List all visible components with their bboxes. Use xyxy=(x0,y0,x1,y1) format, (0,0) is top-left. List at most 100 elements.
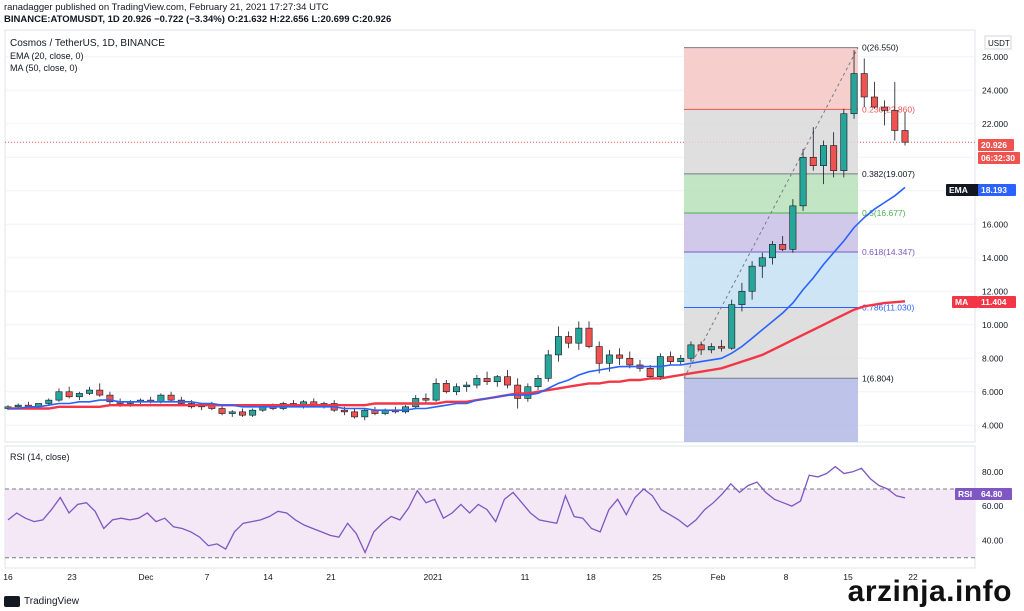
candle-up xyxy=(493,376,501,383)
candle-down xyxy=(901,130,909,143)
candle-up xyxy=(748,265,756,292)
candle-down xyxy=(422,398,430,401)
ema-name-badge: EMA xyxy=(949,185,968,195)
ma-legend[interactable]: MA (50, close, 0) xyxy=(10,63,78,73)
rsi-tick-label: 40.00 xyxy=(982,536,1004,546)
candle-up xyxy=(554,336,562,356)
candle-down xyxy=(646,368,654,377)
currency-box xyxy=(984,35,1012,50)
rsi-tick-label: 60.00 xyxy=(982,501,1004,511)
candle-down xyxy=(860,73,868,98)
rsi-band xyxy=(5,488,975,558)
tradingview-logo[interactable]: TradingView xyxy=(4,596,79,607)
candle-up xyxy=(819,145,827,166)
fib-level-label: 0.786(11.030) xyxy=(862,303,914,313)
fib-level-label: 0.236(22.860) xyxy=(862,104,915,114)
fib-zone xyxy=(684,47,858,110)
time-tick-label: 14 xyxy=(263,572,273,582)
candle-down xyxy=(697,344,705,351)
site-watermark: arzinja.info xyxy=(847,575,1012,608)
fib-level-label: 0.5(16.677) xyxy=(862,208,906,218)
fibonacci-retracement[interactable]: 0(26.550) 0.236(22.860) 0.382(19.007) 0.5(1… xyxy=(683,43,915,442)
rsi-legend[interactable]: RSI (14, close) xyxy=(10,452,70,462)
candle-up xyxy=(463,384,471,388)
last-price-badge: 20.926 xyxy=(981,140,1007,150)
candle-up xyxy=(687,344,695,359)
price-tick-label: 22.000 xyxy=(982,119,1008,129)
candle-up xyxy=(544,354,552,379)
candle-down xyxy=(218,408,226,414)
rsi-series xyxy=(5,465,975,559)
candle-up xyxy=(789,205,797,250)
candle-up xyxy=(850,73,858,115)
price-tick-label: 16.000 xyxy=(982,219,1008,229)
ma-value-badge-bg xyxy=(978,296,1016,308)
ema-legend[interactable]: EMA (20, close, 0) xyxy=(10,51,84,61)
ma-name-badge-bg xyxy=(952,296,978,308)
candle-up xyxy=(249,409,257,416)
candle-up xyxy=(361,409,369,418)
last-price-badge-bg xyxy=(978,139,1014,151)
candle-down xyxy=(779,244,787,250)
time-tick-label: 23 xyxy=(67,572,77,582)
candle-up xyxy=(677,357,685,362)
time-tick-label: 8 xyxy=(784,572,789,582)
candle-up xyxy=(157,394,165,403)
time-tick-label: 25 xyxy=(652,572,662,582)
candle-down xyxy=(830,145,838,171)
time-tick-label: 21 xyxy=(326,572,336,582)
candle-up xyxy=(14,404,22,408)
time-tick-label: 22 xyxy=(908,572,918,582)
countdown-badge: 06:32:30 xyxy=(981,153,1015,163)
candle-down xyxy=(718,346,725,349)
axes: 26.00024.00022.00020.00018.00016.00014.0… xyxy=(3,52,1008,582)
ema-name-badge-bg xyxy=(946,184,982,196)
tradingview-brand: TradingView xyxy=(24,596,80,607)
candle-up xyxy=(473,378,481,386)
publisher-line: ranadagger published on TradingView.com,… xyxy=(4,2,329,13)
candle-down xyxy=(483,378,491,383)
candle-up xyxy=(228,411,236,414)
candle-down xyxy=(504,376,511,386)
candle-up xyxy=(453,386,460,393)
fib-zone xyxy=(684,251,858,308)
candle-down xyxy=(595,346,603,364)
time-tick-label: 18 xyxy=(586,572,596,582)
price-tick-label: 4.000 xyxy=(982,420,1004,430)
candle-up xyxy=(728,304,736,349)
moving-average-lines xyxy=(8,186,906,411)
candle-up xyxy=(758,257,766,267)
price-tick-label: 24.000 xyxy=(982,85,1008,95)
ema-value-badge: 18.193 xyxy=(981,185,1007,195)
candle-down xyxy=(809,156,817,166)
fib-zone xyxy=(684,307,858,379)
candlestick-series[interactable] xyxy=(4,50,909,421)
price-tick-label: 14.000 xyxy=(982,253,1008,263)
candle-up xyxy=(45,399,53,404)
rsi-value-badge-bg xyxy=(978,488,1012,500)
candle-down xyxy=(891,110,899,131)
candle-down xyxy=(340,409,348,413)
candle-down xyxy=(565,336,573,344)
ema-value-badge-bg xyxy=(978,184,1016,196)
candle-down xyxy=(870,96,878,108)
candle-down xyxy=(881,106,889,111)
candle-down xyxy=(585,327,593,347)
candle-up xyxy=(75,393,83,398)
symbol-ohlc-line: BINANCE:ATOMUSDT, 1D 20.926 −0.722 (−3.3… xyxy=(4,14,392,25)
ma-50-line xyxy=(8,300,906,410)
fib-zone xyxy=(684,109,858,174)
rsi-line xyxy=(7,465,906,555)
fib-level-label: 1(6.804) xyxy=(862,373,894,383)
rsi-tick-label: 80.00 xyxy=(982,467,1004,477)
candle-down xyxy=(626,357,634,366)
fib-level-label: 0(26.550) xyxy=(862,43,899,53)
candle-down xyxy=(238,411,246,416)
candle-down xyxy=(442,383,450,393)
candle-down xyxy=(351,411,359,418)
candle-up xyxy=(55,391,63,401)
fib-zone xyxy=(684,173,858,213)
price-tick-label: 6.000 xyxy=(982,387,1004,397)
